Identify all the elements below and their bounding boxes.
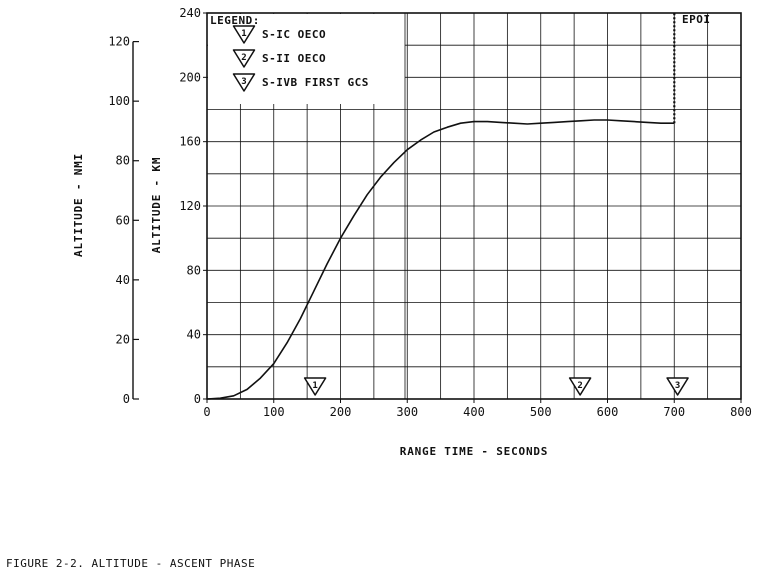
y-tick-label: 0	[194, 392, 201, 406]
y-tick-label: 80	[187, 263, 201, 277]
chart-series	[206, 13, 676, 400]
y-tick-label: 160	[179, 135, 201, 149]
event-marker-2-shape	[568, 377, 592, 396]
y-tick-label: 240	[179, 6, 201, 20]
legend-item-label: S-IC OECO	[262, 28, 326, 41]
x-tick-label: 100	[263, 405, 285, 419]
y2-tick-label: 20	[116, 332, 130, 346]
event-marker-2: 2	[568, 377, 592, 396]
x-tick-label: 600	[597, 405, 619, 419]
x-tick-label: 500	[530, 405, 552, 419]
legend-title: LEGEND:	[210, 14, 260, 27]
event-marker-3: 3	[666, 377, 689, 396]
x-tick-label: 700	[663, 405, 685, 419]
y2-tick-label: 0	[123, 392, 130, 406]
event-marker-1-number: 1	[312, 381, 317, 391]
y2-tick-label: 60	[116, 213, 130, 227]
x-tick-label: 0	[203, 405, 210, 419]
chart-grid	[207, 13, 741, 399]
x-tick-label: 800	[730, 405, 752, 419]
y2-tick-label: 40	[116, 273, 130, 287]
x-tick-label: 200	[330, 405, 352, 419]
legend-symbol-3-number: 3	[241, 77, 246, 87]
chart-legend: LEGEND: 1 S-IC OECO 2 S-II OECO 3 S-IVB FIRST …	[208, 13, 406, 399]
legend-symbol-2-shape	[232, 49, 256, 68]
legend-symbol-1: 1	[232, 25, 256, 44]
x-axis-label: RANGE TIME - SECONDS	[400, 445, 548, 458]
epoi-annotation: EPOI	[682, 13, 711, 26]
legend-symbol-1-shape	[232, 25, 256, 44]
x-tick-label: 400	[463, 405, 485, 419]
legend-symbol-2-number: 2	[241, 53, 246, 63]
event-marker-1-shape	[303, 377, 327, 396]
event-marker-3-shape	[666, 377, 689, 396]
y2-tick-label: 120	[108, 35, 130, 49]
y-axis-label-nmi: ALTITUDE - NMI	[72, 153, 85, 257]
y2-tick-label: 100	[108, 94, 130, 108]
chart-ticks: 0 100 200 300 400 500 600 700 800040801201602002…	[108, 6, 752, 419]
x-tick-label: 300	[396, 405, 418, 419]
event-marker-2-number: 2	[577, 381, 582, 391]
y2-tick-label: 80	[116, 154, 130, 168]
legend-symbol-2: 2	[232, 49, 256, 68]
altitude-series-line	[206, 119, 675, 400]
legend-item-label: S-IVB FIRST GCS	[262, 76, 369, 89]
legend-symbol-1-number: 1	[241, 29, 246, 39]
y-tick-label: 120	[179, 199, 201, 213]
y-axis-label-km: ALTITUDE - KM	[150, 157, 163, 254]
y-tick-label: 200	[179, 70, 201, 84]
legend-item-label: S-II OECO	[262, 52, 326, 65]
legend-symbol-3-shape	[232, 73, 256, 92]
chart-event-markers: 1 2 3	[303, 377, 689, 396]
event-marker-3-number: 3	[675, 381, 680, 391]
legend-symbol-3: 3	[232, 73, 256, 92]
y-tick-label: 40	[187, 328, 201, 342]
event-marker-1: 1	[303, 377, 327, 396]
figure-caption: FIGURE 2-2. ALTITUDE - ASCENT PHASE	[6, 557, 256, 570]
